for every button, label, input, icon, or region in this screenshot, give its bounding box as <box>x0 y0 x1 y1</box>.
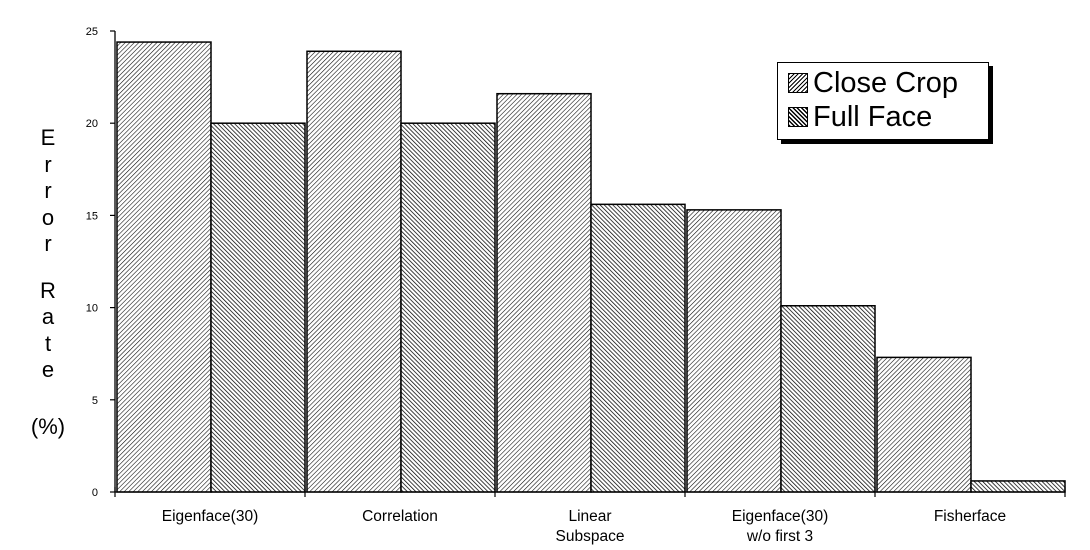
legend-label-full-face: Full Face <box>813 101 933 133</box>
y-axis-label-char: r <box>44 178 52 203</box>
x-category-label: Fisherface <box>934 508 1006 525</box>
y-axis-label-char: r <box>44 231 52 256</box>
y-tick-label: 0 <box>92 487 98 499</box>
y-axis-label-char: a <box>41 304 55 329</box>
x-category-label: w/o first 3 <box>746 528 813 545</box>
x-category-label: Correlation <box>362 508 438 525</box>
legend: Close Crop Full Face <box>777 62 989 140</box>
axes-group <box>114 31 1066 497</box>
y-axis-label: E r r o r R a t e (%) <box>28 125 68 440</box>
bar-close-crop <box>876 356 972 493</box>
legend-swatch-full-face <box>788 107 808 127</box>
legend-label-close-crop: Close Crop <box>813 67 959 99</box>
bars-group <box>116 41 1066 493</box>
y-axis-label-char: r <box>44 151 52 177</box>
legend-item-close-crop: Close Crop <box>788 67 958 99</box>
legend-item-full-face: Full Face <box>788 101 932 133</box>
bar-close-crop <box>496 92 592 493</box>
bar-full-face <box>970 480 1066 493</box>
y-axis-label-gap <box>28 258 68 278</box>
x-category-label: Linear <box>568 508 611 525</box>
y-tick-label: 10 <box>86 303 98 315</box>
y-axis-label-char: R <box>40 277 56 303</box>
y-tick-label: 15 <box>86 210 98 222</box>
legend-swatch-close-crop <box>788 73 808 93</box>
bar-full-face <box>400 122 496 493</box>
bar-full-face <box>590 203 686 493</box>
bar-full-face <box>780 305 876 493</box>
x-category-label: Eigenface(30) <box>732 508 829 525</box>
y-axis-label-char: E <box>40 125 56 150</box>
y-axis-label-char: o <box>41 204 55 230</box>
x-labels-group: Eigenface(30) Correlation Linear Subspace Ei… <box>162 508 1006 545</box>
bar-close-crop <box>306 50 402 493</box>
x-category-label: Subspace <box>556 528 625 545</box>
y-tick-label: 25 <box>86 26 98 38</box>
y-axis-label-char: e <box>41 357 55 382</box>
y-tick-label: 5 <box>92 395 98 407</box>
y-tick-label: 20 <box>86 118 98 130</box>
bar-close-crop <box>116 41 212 493</box>
bar-full-face <box>210 122 306 493</box>
bar-close-crop <box>686 209 782 493</box>
x-category-label: Eigenface(30) <box>162 508 259 525</box>
y-axis-unit: (%) <box>30 413 66 439</box>
y-ticks-group: 0 5 10 15 20 25 <box>86 26 115 499</box>
y-axis-label-char: t <box>44 330 52 356</box>
